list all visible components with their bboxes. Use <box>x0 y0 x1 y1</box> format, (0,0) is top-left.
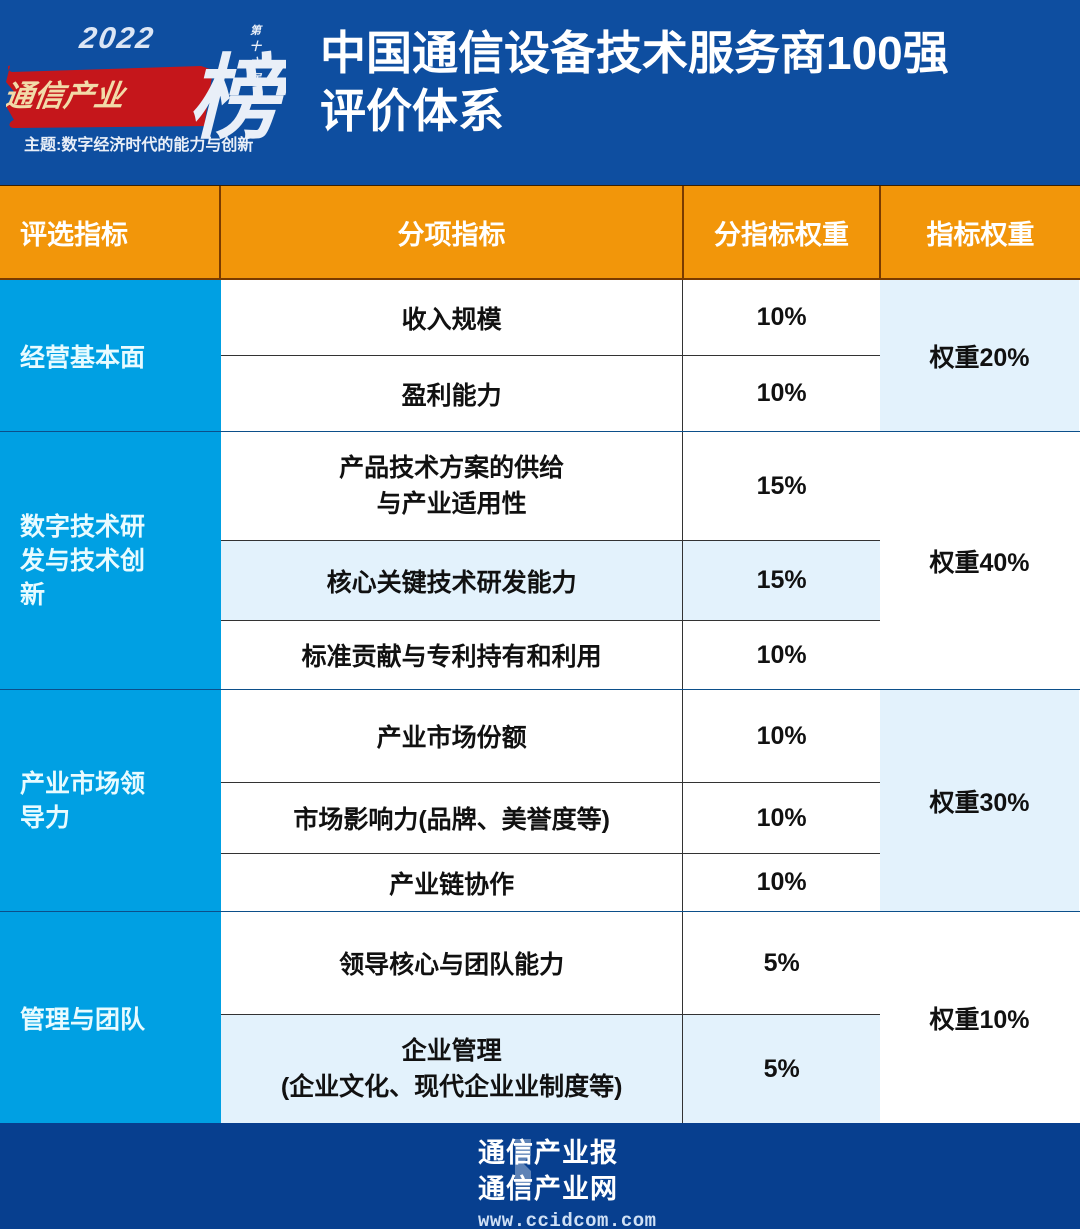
svg-text:主题:数字经济时代的能力与创新: 主题:数字经济时代的能力与创新 <box>24 135 253 154</box>
svg-text:第: 第 <box>250 24 263 37</box>
svg-text:2022: 2022 <box>77 22 157 55</box>
svg-text:届: 届 <box>249 73 263 85</box>
svg-text:通信产业: 通信产业 <box>6 80 129 113</box>
svg-text:榜: 榜 <box>188 48 286 150</box>
